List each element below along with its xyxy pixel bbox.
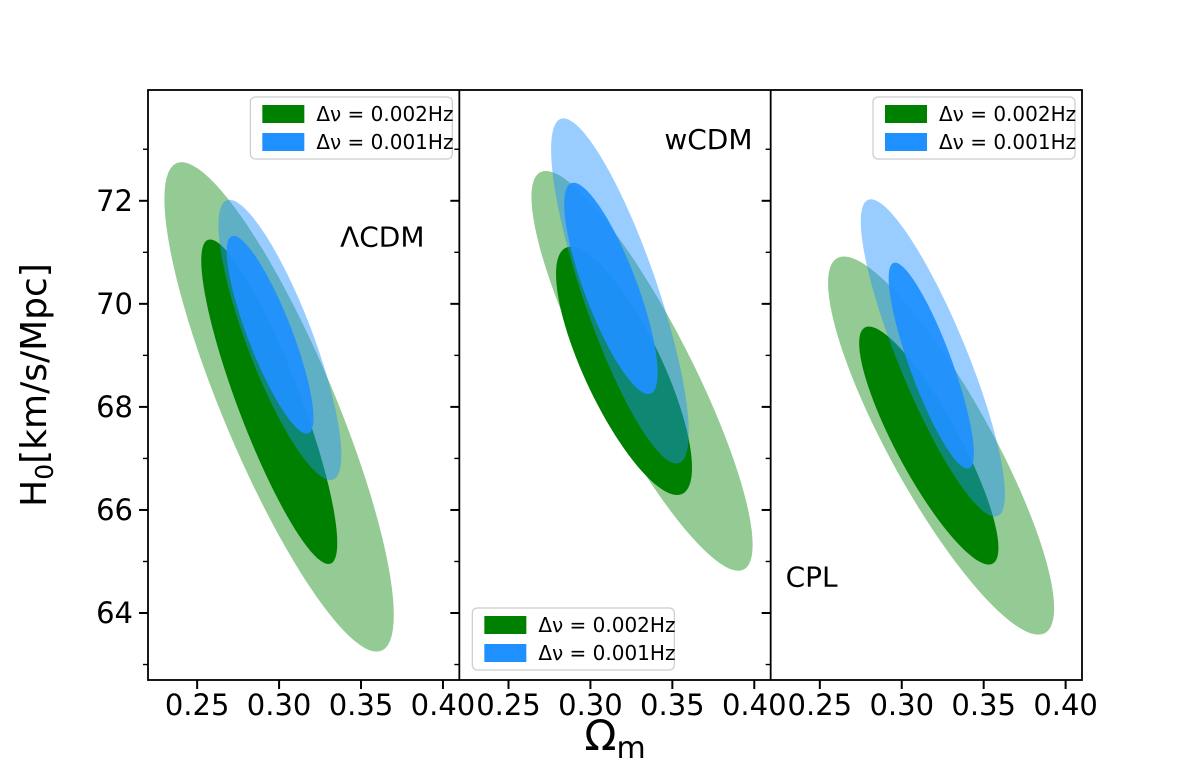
legend-swatch-lcdm-blue	[262, 133, 305, 151]
y-tick-label: 64	[96, 596, 133, 630]
legend-swatch-cpl-blue	[885, 133, 927, 151]
panel-label-lcdm: ΛCDM	[340, 221, 424, 254]
legend-label-cpl-green: Δν = 0.002Hz	[939, 102, 1076, 126]
panel-label-cpl: CPL	[786, 561, 838, 594]
x-tick-label: 0.25	[788, 688, 853, 722]
y-axis-label: H0[km/s/Mpc]	[14, 263, 59, 507]
y-tick-label: 66	[96, 493, 133, 527]
legend-label-lcdm-green: Δν = 0.002Hz	[316, 102, 453, 126]
y-tick-label: 68	[96, 390, 133, 424]
x-tick-label: 0.35	[951, 688, 1016, 722]
legend-swatch-wcdm-green	[484, 616, 527, 634]
ellipse-lcdm-green-1sigma	[201, 239, 338, 565]
x-tick-label: 0.25	[165, 688, 230, 722]
legend-label-lcdm-blue: Δν = 0.001Hz	[316, 130, 453, 154]
legend-swatch-cpl-green	[885, 105, 927, 123]
ellipse-wcdm-blue-1sigma	[564, 182, 658, 395]
ellipse-cpl-blue-1sigma	[888, 262, 974, 469]
y-tick-label: 72	[96, 184, 133, 218]
x-tick-label: 0.30	[558, 688, 623, 722]
x-tick-label: 0.35	[640, 688, 705, 722]
legend-label-wcdm-green: Δν = 0.002Hz	[538, 613, 675, 637]
ellipse-cpl-green-1sigma	[859, 326, 999, 565]
legend-label-wcdm-blue: Δν = 0.001Hz	[538, 641, 675, 665]
legend-swatch-lcdm-green	[262, 105, 305, 123]
legend-swatch-wcdm-blue	[484, 644, 527, 662]
y-tick-label: 70	[96, 287, 133, 321]
x-tick-label: 0.40	[722, 688, 787, 722]
panel-label-wcdm: wCDM	[664, 123, 752, 156]
x-tick-label: 0.25	[476, 688, 541, 722]
plot-frame	[147, 89, 1083, 681]
x-tick-label: 0.40	[1033, 688, 1098, 722]
x-tick-label: 0.30	[247, 688, 312, 722]
legend-label-cpl-blue: Δν = 0.001Hz	[939, 130, 1076, 154]
x-tick-label: 0.30	[869, 688, 934, 722]
x-tick-label: 0.35	[329, 688, 394, 722]
x-axis-label: Ωm	[584, 711, 645, 765]
x-tick-label: 0.40	[411, 688, 476, 722]
ellipse-lcdm-blue-1sigma	[226, 235, 314, 434]
